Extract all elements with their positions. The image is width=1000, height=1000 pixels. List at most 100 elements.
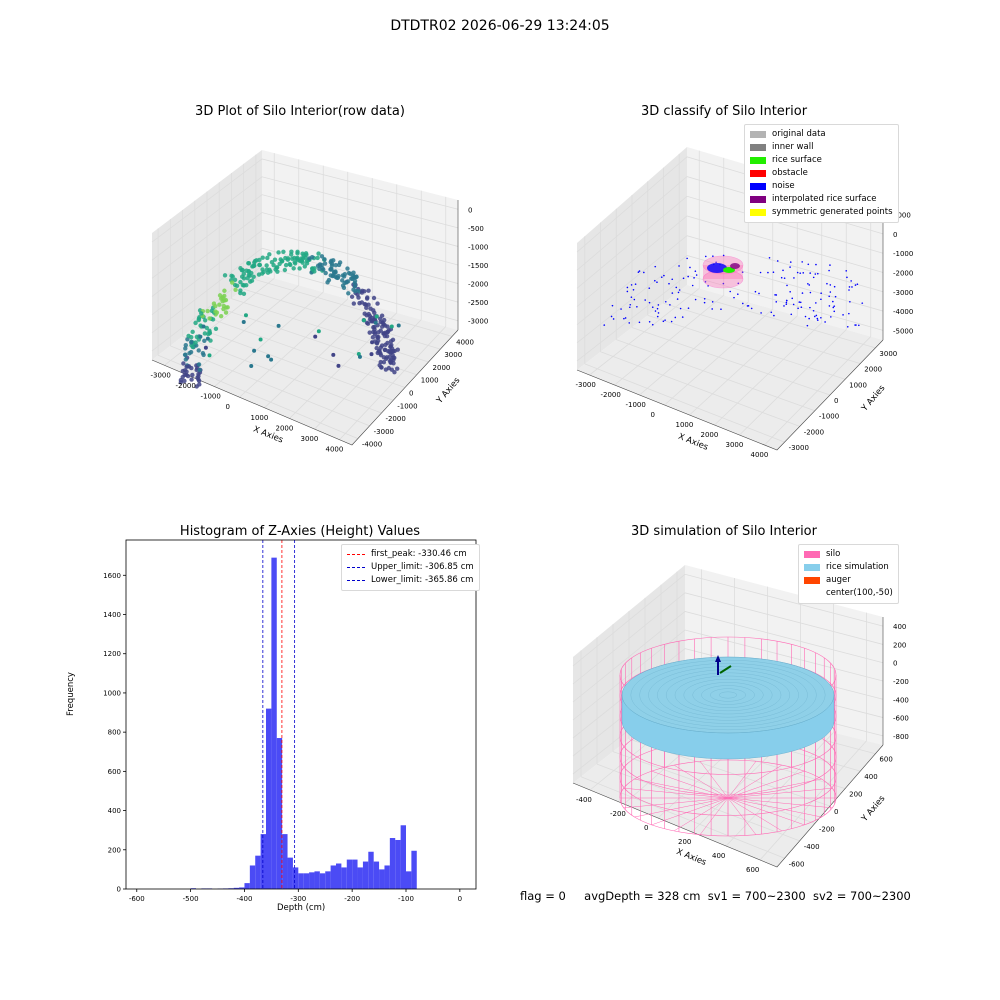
x-tick-label: 1000 (676, 421, 694, 429)
noise-point (854, 284, 857, 286)
scatter-point (357, 354, 362, 359)
scatter-point (370, 335, 376, 340)
scatter-point (202, 331, 208, 336)
scatter-point (381, 360, 387, 365)
noise-point (842, 314, 844, 316)
scatter-point (382, 347, 388, 353)
noise-point (806, 324, 809, 327)
hist-bar (336, 863, 342, 889)
scatter-point (207, 353, 212, 358)
scatter-point (283, 255, 288, 261)
grid-line (612, 751, 815, 824)
legend-item-interpolated: interpolated rice surface (750, 193, 893, 206)
scatter-point (199, 311, 204, 316)
noise-point (746, 305, 749, 307)
x-tick-label: -200 (344, 895, 360, 903)
auger-arrow-y (719, 665, 732, 674)
scatter-point (383, 342, 388, 347)
x-tick-label: -100 (398, 895, 414, 903)
scatter-point (194, 334, 200, 340)
x-tick-label: -600 (129, 895, 145, 903)
noise-point (799, 272, 802, 274)
noise-point (815, 263, 817, 266)
scatter-point (180, 374, 185, 380)
scatter-point (365, 295, 370, 300)
hist-bar (368, 851, 374, 889)
noise-point (679, 307, 682, 310)
noise-point (637, 271, 640, 273)
scatter-point (229, 273, 234, 279)
silo-radial (727, 778, 822, 799)
noise-point (767, 271, 769, 274)
scatter-point (395, 366, 400, 371)
scatter-point (315, 255, 320, 261)
legend-label: inner wall (772, 142, 814, 152)
legend-item-inner-wall: inner wall (750, 141, 893, 154)
x-tick-label: -1000 (626, 401, 646, 409)
panel1-title: 3D Plot of Silo Interior(row data) (195, 104, 405, 119)
hist-bar (319, 873, 326, 889)
scatter-point (364, 305, 369, 311)
scatter-point (345, 279, 351, 284)
noise-point (773, 314, 775, 317)
sv2-text: sv2 = 700~2300 (812, 889, 911, 903)
noise-point (783, 305, 785, 307)
scatter-point (223, 310, 229, 315)
z-tick-label: -2000 (468, 281, 488, 289)
noise-point (815, 314, 818, 317)
grid-line (572, 629, 884, 721)
y-tick-label: 1200 (103, 650, 121, 658)
noise-point (851, 286, 853, 288)
hist-bar (249, 865, 256, 889)
hist-bar (266, 708, 272, 889)
noise-point (768, 256, 771, 259)
noise-point (682, 277, 685, 280)
grid-line (151, 176, 459, 261)
z-tick-label: -2500 (468, 299, 488, 307)
z-tick-label: -800 (893, 733, 909, 741)
noise-point (754, 290, 757, 293)
noise-point (626, 286, 629, 289)
z-tick-label: 400 (893, 623, 906, 631)
x-tick-label: -3000 (576, 381, 596, 389)
legend-label: silo (826, 549, 841, 559)
y-tick-label: 1000 (421, 377, 439, 385)
scatter-point (201, 352, 206, 358)
grid-line (679, 290, 876, 349)
scatter-point (203, 345, 208, 350)
y-tick-label: 2000 (433, 364, 451, 372)
y-tick-label: -3000 (789, 444, 809, 452)
status-footer: flag = 0 avgDepth = 328 cm sv1 = 700~230… (520, 889, 911, 903)
z-tick-label: -3000 (468, 318, 488, 326)
grid-line (151, 265, 459, 352)
noise-point (648, 287, 651, 289)
hist-bar (384, 865, 390, 889)
legend-item-original-data: original data (750, 128, 893, 141)
rice-mesh (710, 688, 746, 702)
scatter-point (196, 316, 202, 321)
noise-point (848, 289, 850, 291)
legend-label: obstacle (772, 168, 808, 178)
legend-item-rice-surface: rice surface (750, 154, 893, 167)
scatter-point (267, 252, 272, 257)
noise-point (656, 315, 659, 318)
scatter-point (217, 293, 223, 298)
grid-line (572, 573, 884, 667)
hist-bar (346, 859, 353, 889)
legend-item-rice-simulation: rice simulation (804, 561, 893, 574)
swatch-rice-simulation (804, 564, 820, 571)
noise-point (850, 280, 852, 282)
scatter-point (371, 329, 376, 335)
y-tick-label: 400 (108, 807, 121, 815)
legend-label: Upper_limit: -306.85 cm (371, 562, 474, 572)
rice-mesh (648, 666, 808, 724)
scatter-point (323, 270, 328, 276)
noise-point (783, 277, 786, 279)
legend-item-center: center(100,-50) (804, 587, 893, 600)
scatter-point (205, 308, 210, 314)
scatter-point (376, 338, 381, 344)
scatter-point (189, 334, 194, 340)
scatter-point (264, 263, 269, 268)
noise-point (737, 282, 740, 285)
scatter-point (197, 382, 202, 387)
